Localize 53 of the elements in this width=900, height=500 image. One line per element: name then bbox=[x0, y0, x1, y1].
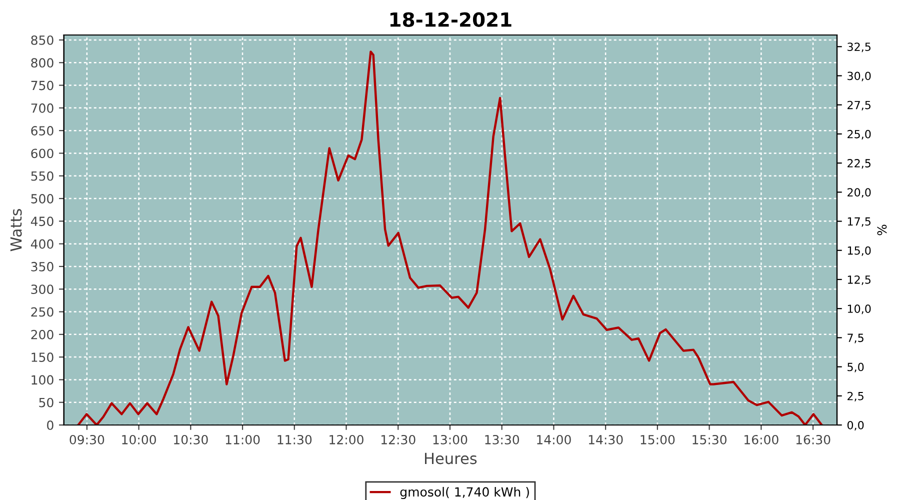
x-tick-label: 15:00 bbox=[640, 434, 675, 444]
y2-tick-label: 15,0 bbox=[848, 246, 871, 256]
y-tick-label: 550 bbox=[31, 171, 54, 181]
x-tick-label: 09:30 bbox=[70, 434, 104, 444]
x-tick-label: 10:30 bbox=[174, 434, 208, 444]
chart-title: 18-12-2021 bbox=[390, 12, 512, 27]
y-tick-label: 200 bbox=[31, 330, 54, 340]
y2-tick-label: 27,5 bbox=[848, 100, 870, 110]
line-series bbox=[77, 50, 823, 425]
y2-tick-label: 2,5 bbox=[848, 392, 864, 402]
y2-tick-label: 12,5 bbox=[848, 275, 870, 285]
x-tick-label: 14:30 bbox=[588, 434, 623, 444]
y2-tick-label: 25,0 bbox=[848, 130, 871, 140]
y-tick-label: 800 bbox=[31, 58, 54, 68]
y2-tick-label: 10,0 bbox=[848, 304, 871, 314]
y-tick-label: 700 bbox=[31, 103, 54, 113]
y2-tick-label: 5,0 bbox=[848, 362, 864, 372]
y-tick-label: 750 bbox=[31, 80, 54, 90]
y2-tick-label: 22,5 bbox=[848, 159, 870, 169]
y2-tick-label: 0,0 bbox=[847, 420, 864, 431]
y-tick-label: 50 bbox=[39, 398, 54, 408]
y-axis-title: Watts bbox=[10, 209, 22, 252]
y2-axis-title: % bbox=[877, 224, 887, 236]
y-tick-label: 400 bbox=[30, 239, 54, 249]
y-tick-label: 500 bbox=[31, 194, 54, 204]
y-tick-label: 250 bbox=[31, 307, 54, 317]
x-tick-label: 10:00 bbox=[122, 434, 156, 444]
x-tick-label: 13:30 bbox=[485, 434, 520, 444]
y2-tick-label: 17,5 bbox=[848, 217, 870, 227]
y-tick-label: 150 bbox=[32, 352, 54, 362]
y-tick-label: 350 bbox=[31, 262, 54, 272]
x-tick-label: 11:00 bbox=[226, 434, 260, 444]
y-tick-label: 600 bbox=[31, 148, 54, 158]
y2-tick-label: 32,5 bbox=[848, 42, 870, 52]
y2-tick-label: 7,5 bbox=[848, 334, 864, 344]
x-axis-title: Heures bbox=[425, 452, 477, 464]
y2-tick-label: 20,0 bbox=[848, 188, 871, 198]
x-tick-label: 13:00 bbox=[433, 434, 468, 444]
y-tick-label: 650 bbox=[31, 126, 54, 136]
x-tick-label: 12:00 bbox=[330, 434, 364, 444]
y-tick-label: 300 bbox=[31, 284, 54, 294]
y2-tick-label: 30,0 bbox=[848, 72, 871, 82]
legend-label: gmosol( 1,740 kWh ) bbox=[400, 486, 529, 500]
x-tick-label: 11:30 bbox=[278, 434, 312, 444]
x-tick-label: 15:30 bbox=[692, 434, 726, 444]
y-tick-label: 0 bbox=[47, 420, 54, 430]
y-tick-label: 450 bbox=[30, 216, 54, 226]
y-tick-label: 850 bbox=[31, 35, 54, 45]
x-tick-label: 14:00 bbox=[537, 434, 571, 444]
x-tick-label: 16:30 bbox=[796, 434, 830, 444]
x-tick-label: 12:30 bbox=[381, 434, 416, 444]
x-tick-label: 16:00 bbox=[744, 434, 778, 444]
y-tick-label: 100 bbox=[32, 375, 54, 385]
